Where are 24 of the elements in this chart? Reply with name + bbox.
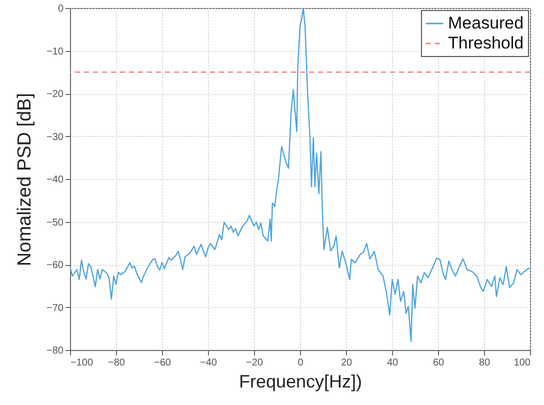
x-tick-label: 80	[478, 358, 490, 368]
x-tick-label: −60	[154, 358, 172, 368]
y-tick-label: −50	[46, 217, 64, 228]
x-tick-label: 40	[386, 358, 398, 368]
y-tick-label: −70	[46, 302, 64, 314]
y-tick-label: −60	[46, 260, 64, 271]
x-axis-title: Frequency[Hz])	[238, 372, 362, 392]
y-tick-label: −40	[46, 174, 64, 186]
y-tick-label: −10	[46, 46, 64, 58]
x-tick-label: 20	[340, 358, 352, 368]
x-tick-label: −100	[70, 358, 94, 368]
x-tick-label: 0	[298, 358, 304, 368]
x-tick-label: −20	[246, 358, 264, 368]
x-tick-label: −80	[108, 358, 126, 368]
x-tick-label: 60	[432, 358, 444, 368]
y-tick-label: −30	[46, 132, 64, 143]
x-tick-label: 100	[514, 358, 531, 368]
legend-label: Measured	[448, 14, 524, 32]
y-axis-title: Nomalized PSD [dB]	[14, 92, 36, 266]
y-tick-label: 0	[58, 4, 64, 14]
legend-label: Threshold	[448, 34, 524, 52]
y-tick-label: −20	[46, 89, 64, 100]
x-tick-label: −40	[200, 358, 218, 368]
y-tick-label: −80	[46, 346, 64, 356]
